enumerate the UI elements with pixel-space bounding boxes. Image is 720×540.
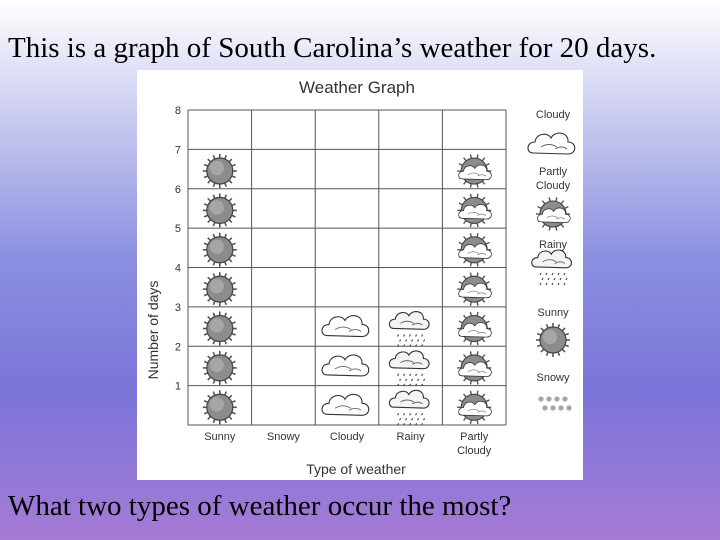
rain-cloud-icon (388, 389, 430, 426)
x-tick-label: Cloudy (330, 431, 365, 443)
y-tick-labels: 1 2 3 4 5 6 7 8 (175, 105, 181, 393)
cloud-icon (527, 132, 576, 155)
cloud-icon (321, 315, 370, 338)
sun-icon (202, 390, 237, 425)
sun-icon (202, 232, 237, 267)
partly-cloudy-icon (457, 351, 492, 385)
legend-label: Cloudy (536, 109, 571, 121)
cloud-icon (321, 354, 370, 377)
sun-icon (202, 272, 237, 307)
y-tick-label: 4 (175, 263, 181, 275)
partly-cloudy-icon (457, 272, 492, 306)
x-tick-labels: Sunny Snowy Cloudy Rainy Partly Cloudy (204, 431, 492, 457)
y-axis-label: Number of days (145, 281, 161, 380)
y-tick-label: 5 (175, 223, 181, 235)
slide-question: What two types of weather occur the most… (8, 490, 512, 522)
partly-cloudy-icon (457, 193, 492, 228)
x-tick-label: Snowy (267, 431, 301, 443)
legend-label: Snowy (536, 372, 570, 384)
rain-cloud-icon (388, 311, 430, 347)
sun-icon (202, 311, 237, 346)
y-tick-label: 1 (175, 381, 181, 393)
x-tick-label: Partly Cloudy (457, 431, 492, 457)
partly-cloudy-icon (536, 197, 571, 231)
chart-grid (187, 109, 507, 426)
partly-cloudy-icon (457, 154, 492, 188)
legend-label: Sunny (537, 307, 569, 319)
x-tick-label: Sunny (204, 431, 236, 443)
snow-icon (538, 396, 572, 411)
chart-marks (202, 154, 492, 426)
y-tick-label: 2 (175, 341, 181, 353)
x-tick-label: Rainy (397, 431, 426, 443)
y-tick-label: 3 (175, 302, 181, 314)
x-axis-label: Type of weather (306, 461, 406, 477)
chart-legend: Cloudy Partly Cloudy Rainy Sunny Snowy (527, 109, 576, 411)
partly-cloudy-icon (457, 311, 492, 346)
legend-label: Rainy (539, 239, 568, 251)
cloud-icon (321, 393, 370, 416)
partly-cloudy-icon (457, 233, 492, 267)
rain-cloud-icon (531, 249, 573, 286)
y-tick-label: 6 (175, 184, 181, 196)
sun-icon (202, 350, 237, 385)
sun-icon (202, 193, 237, 228)
chart-title: Weather Graph (299, 78, 415, 97)
y-tick-label: 7 (175, 144, 181, 156)
slide-title: This is a graph of South Carolina’s weat… (8, 32, 657, 64)
sun-icon (536, 323, 570, 357)
partly-cloudy-icon (457, 390, 492, 425)
rain-cloud-icon (388, 350, 430, 387)
weather-graph: Weather Graph 1 2 3 4 5 6 7 8 Sunny Snowy Cloudy R… (145, 78, 576, 477)
sun-icon (202, 154, 237, 189)
y-tick-label: 8 (175, 105, 181, 117)
weather-graph-panel: Weather Graph 1 2 3 4 5 6 7 8 Sunny Snowy Cloudy R… (137, 70, 583, 480)
legend-label: Partly Cloudy (536, 166, 571, 192)
